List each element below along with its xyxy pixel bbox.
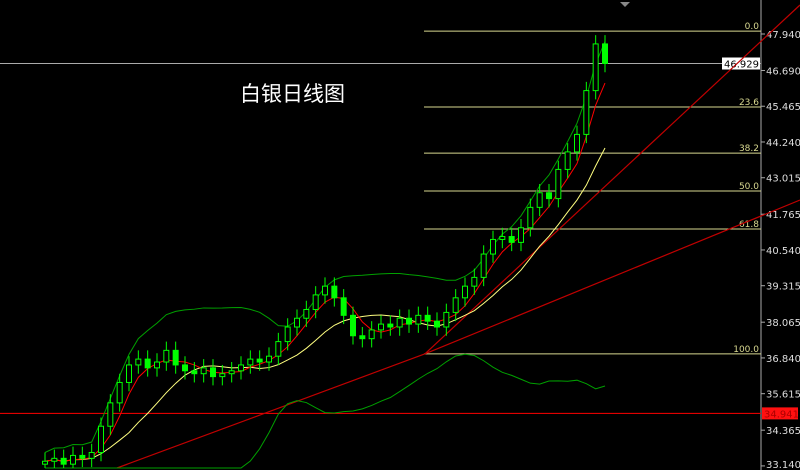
candle-body [238,364,244,372]
candle-body [602,43,608,64]
y-tick-label: 35.615 [766,390,800,401]
candle-body [546,192,552,200]
bollinger-lower [45,353,606,469]
y-tick-label: 46.690 [766,66,800,77]
candle-body [396,317,403,328]
y-tick-label: 47.940 [766,30,800,41]
candle-body [480,253,487,278]
fib-level-label: 23.6 [739,98,759,108]
y-tick-label: 38.065 [766,318,800,329]
support-price-label: 34.941 [764,409,799,420]
candle-body [490,238,496,255]
candle-body [443,311,450,328]
candle-body [163,349,170,363]
y-tick-label: 43.015 [766,174,800,185]
scroll-marker-icon [620,2,630,7]
fib-level-label: 100.0 [733,345,759,355]
candle-body [228,370,235,375]
candle-body [88,451,95,459]
trendline-steep [424,4,800,355]
y-tick-label: 40.540 [766,246,800,257]
candle-body [70,454,76,465]
candle-body [583,90,590,135]
candle-body [406,317,412,325]
current-price-label: 46.929 [724,60,759,71]
candle-body [284,326,291,343]
y-tick-label: 39.315 [766,282,800,293]
support-price-badge [762,407,798,420]
candle-body [574,133,580,153]
candle-body [219,373,226,378]
candle-body [340,297,347,316]
candle-body [294,317,300,328]
candle-body [107,402,114,427]
candle-body [256,358,263,363]
candle-body [527,206,534,229]
candle-body [98,425,104,453]
candle-body [200,367,207,375]
candle-body [471,276,478,287]
candle-body [144,358,151,369]
candle-body [359,335,366,340]
candle-body [592,43,599,92]
current-price-badge [722,57,760,70]
candle-body [51,457,58,462]
candle-body [555,168,562,200]
candle-body [462,285,468,299]
candle-body [312,294,319,310]
candle-body [154,361,160,369]
candle-body [266,355,272,363]
candle-body [508,236,515,243]
candle-body [303,308,310,319]
fib-level-label: 50.0 [739,182,759,192]
moving-average-fast [44,82,606,462]
y-tick-label: 44.240 [766,138,800,149]
candle-body [275,341,282,357]
fib-level-label: 0.0 [745,22,760,32]
candle-body [182,364,188,372]
candle-body [42,460,48,465]
candle-body [135,358,142,366]
candle-body [518,227,524,243]
candle-body [452,297,459,313]
candle-body [415,314,422,325]
candle-body [79,454,86,459]
candle-body [60,457,67,465]
candle-body [424,314,431,322]
y-tick-label: 41.765 [766,210,800,221]
y-tick-label: 45.465 [766,102,800,113]
candle-body [378,323,384,331]
y-tick-label: 36.840 [766,354,800,365]
candle-body [116,381,123,404]
trendline-base [116,353,426,469]
candle-body [368,329,375,340]
candle-body [172,349,179,366]
moving-average-slow [44,147,606,462]
candle-body [387,323,394,328]
candle-body [322,285,328,296]
candle-body [247,358,254,366]
fib-level-label: 38.2 [739,144,759,154]
fib-level-label: 61.8 [739,220,759,230]
candle-body [210,367,216,378]
candle-body [126,364,132,383]
candle-body [536,192,543,208]
chart-title: 白银日线图 [240,82,345,106]
y-tick-label: 33.140 [766,460,800,470]
candle-body [564,151,571,170]
candle-body [499,236,506,240]
candle-body [331,285,338,299]
candle-body [191,370,198,375]
candle-body [350,314,356,337]
candle-body [434,320,440,328]
y-tick-label: 34.365 [766,426,800,437]
trendline-shallow [424,199,800,355]
